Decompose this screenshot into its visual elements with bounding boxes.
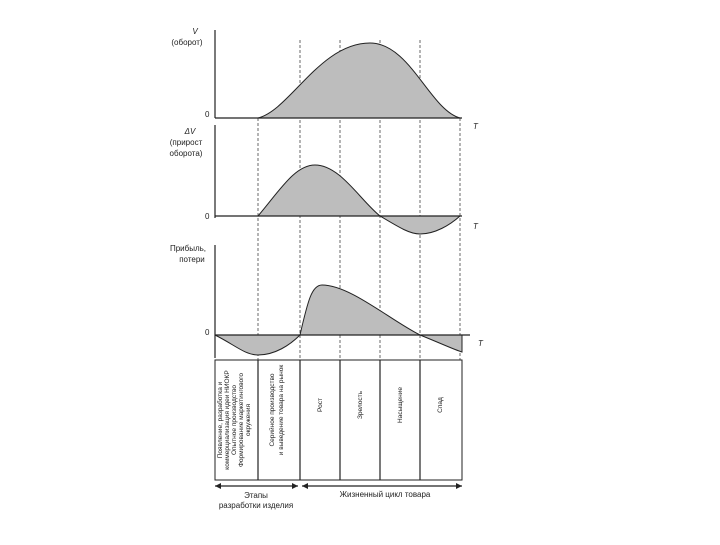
t: T	[473, 222, 479, 231]
stage: Опытное производство	[231, 385, 238, 455]
label: оборота)	[170, 149, 203, 158]
stage: коммерциализация идеи НИОКР	[224, 370, 231, 469]
stage: Рост	[317, 398, 324, 412]
zero: 0	[205, 212, 210, 221]
footer-label: Этапы	[244, 491, 268, 500]
footer: Этапы разработки изделия Жизненный цикл …	[215, 483, 462, 510]
footer-label: разработки изделия	[219, 501, 293, 510]
label: (прирост	[170, 138, 203, 147]
stage: Спад	[437, 397, 444, 413]
stage: Серийное производство	[268, 373, 276, 446]
label: Прибыль,	[170, 244, 206, 253]
t: T	[473, 122, 479, 131]
label: потери	[179, 255, 205, 264]
stage: Насыщение	[397, 387, 404, 423]
label: V	[192, 27, 198, 36]
zero: 0	[205, 110, 210, 119]
panel-growth: ΔV (прирост оборота) 0 T	[170, 125, 479, 235]
stage: Зрелость	[357, 390, 364, 419]
stage: Появление, разработка и	[216, 381, 224, 458]
stage: и выведение товара на рынок	[278, 365, 285, 456]
stage-table: Появление, разработка и коммерциализация…	[214, 359, 463, 481]
panel-sales: V (оборот) 0 T	[171, 27, 479, 131]
t: T	[478, 339, 484, 348]
stage: окружения	[245, 404, 252, 437]
label: ΔV	[184, 127, 196, 136]
label: (оборот)	[171, 38, 203, 47]
panel-profit: Прибыль, потери 0 T	[170, 244, 484, 358]
stage: Формирование маркетингового	[238, 373, 245, 467]
footer-label: Жизненный цикл товара	[340, 490, 431, 499]
zero: 0	[205, 328, 210, 337]
